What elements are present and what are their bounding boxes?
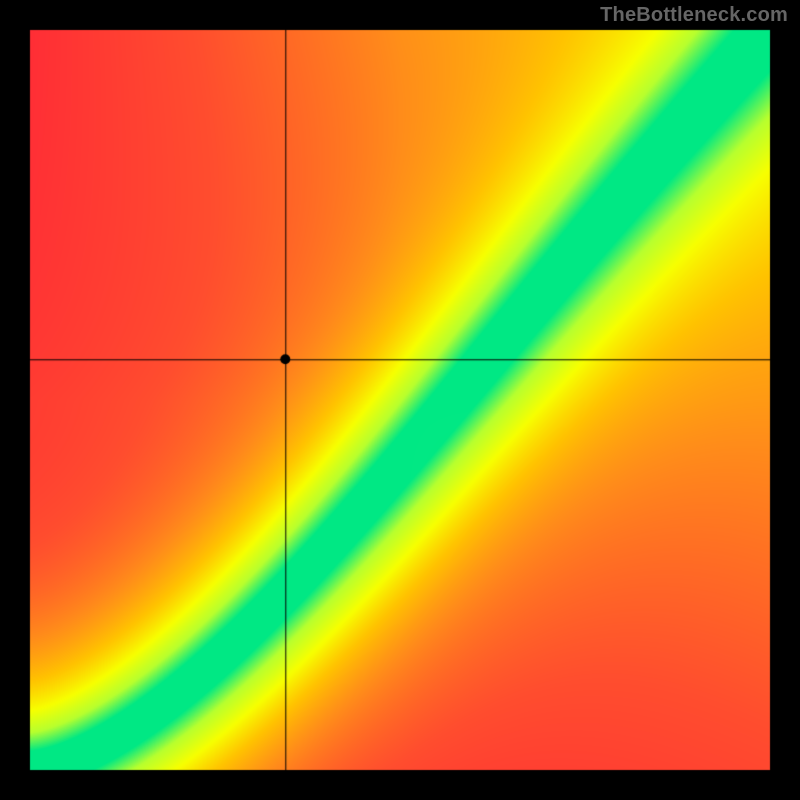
heatmap-canvas bbox=[0, 0, 800, 800]
chart-container: TheBottleneck.com bbox=[0, 0, 800, 800]
watermark-text: TheBottleneck.com bbox=[600, 4, 788, 27]
